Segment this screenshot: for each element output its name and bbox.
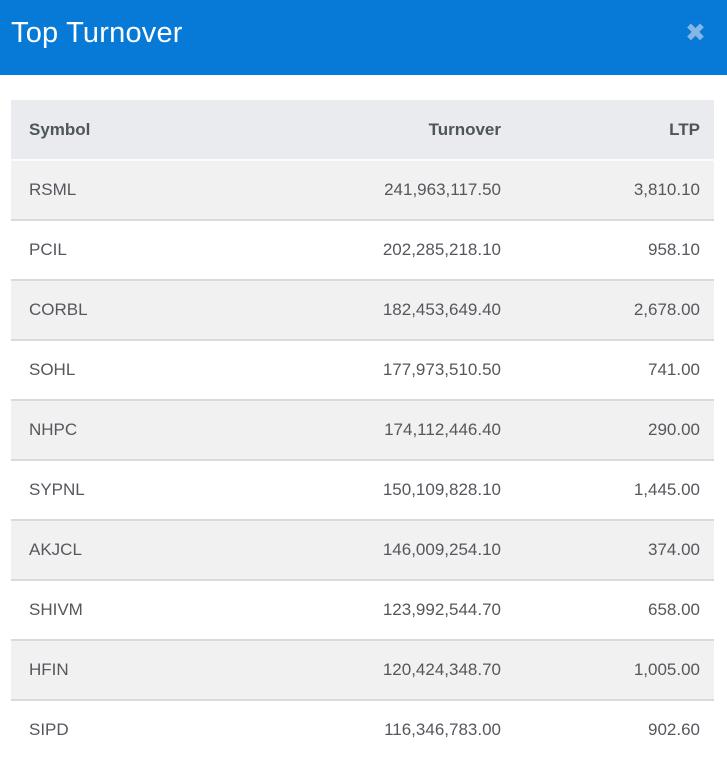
table-row: SOHL 177,973,510.50 741.00 (11, 339, 714, 400)
symbol-cell: SOHL (11, 339, 251, 400)
ltp-cell: 3,810.10 (501, 160, 714, 220)
turnover-cell: 241,963,117.50 (251, 160, 501, 220)
table-row: SYPNL 150,109,828.10 1,445.00 (11, 459, 714, 520)
symbol-cell: SIPD (11, 699, 251, 759)
turnover-cell: 177,973,510.50 (251, 339, 501, 400)
ltp-cell: 1,005.00 (501, 639, 714, 700)
ltp-cell: 958.10 (501, 219, 714, 280)
symbol-cell: AKJCL (11, 519, 251, 580)
turnover-cell: 116,346,783.00 (251, 699, 501, 759)
table-row: AKJCL 146,009,254.10 374.00 (11, 519, 714, 580)
symbol-cell: CORBL (11, 279, 251, 340)
ltp-cell: 374.00 (501, 519, 714, 580)
column-header-ltp: LTP (501, 100, 714, 161)
table-row: RSML 241,963,117.50 3,810.10 (11, 160, 714, 220)
turnover-cell: 174,112,446.40 (251, 399, 501, 460)
ltp-cell: 902.60 (501, 699, 714, 759)
symbol-cell: HFIN (11, 639, 251, 700)
turnover-cell: 123,992,544.70 (251, 579, 501, 640)
turnover-cell: 150,109,828.10 (251, 459, 501, 520)
modal-header: Top Turnover ✖ (0, 0, 727, 75)
ltp-cell: 2,678.00 (501, 279, 714, 340)
ltp-cell: 1,445.00 (501, 459, 714, 520)
table-header-row: Symbol Turnover LTP (11, 100, 714, 161)
table-row: NHPC 174,112,446.40 290.00 (11, 399, 714, 460)
table-row: SHIVM 123,992,544.70 658.00 (11, 579, 714, 640)
turnover-cell: 202,285,218.10 (251, 219, 501, 280)
top-turnover-table: Symbol Turnover LTP RSML 241,963,117.50 … (11, 100, 714, 759)
table-row: SIPD 116,346,783.00 902.60 (11, 699, 714, 759)
table-row: CORBL 182,453,649.40 2,678.00 (11, 279, 714, 340)
table-row: HFIN 120,424,348.70 1,005.00 (11, 639, 714, 700)
turnover-cell: 120,424,348.70 (251, 639, 501, 700)
symbol-cell: SYPNL (11, 459, 251, 520)
ltp-cell: 741.00 (501, 339, 714, 400)
column-header-turnover: Turnover (251, 100, 501, 161)
ltp-cell: 290.00 (501, 399, 714, 460)
ltp-cell: 658.00 (501, 579, 714, 640)
close-icon[interactable]: ✖ (685, 19, 706, 47)
modal-title: Top Turnover (11, 17, 183, 49)
table-container: Symbol Turnover LTP RSML 241,963,117.50 … (11, 100, 714, 759)
turnover-cell: 182,453,649.40 (251, 279, 501, 340)
column-header-symbol: Symbol (11, 100, 251, 161)
symbol-cell: NHPC (11, 399, 251, 460)
turnover-cell: 146,009,254.10 (251, 519, 501, 580)
table-row: PCIL 202,285,218.10 958.10 (11, 219, 714, 280)
symbol-cell: RSML (11, 160, 251, 220)
symbol-cell: PCIL (11, 219, 251, 280)
symbol-cell: SHIVM (11, 579, 251, 640)
